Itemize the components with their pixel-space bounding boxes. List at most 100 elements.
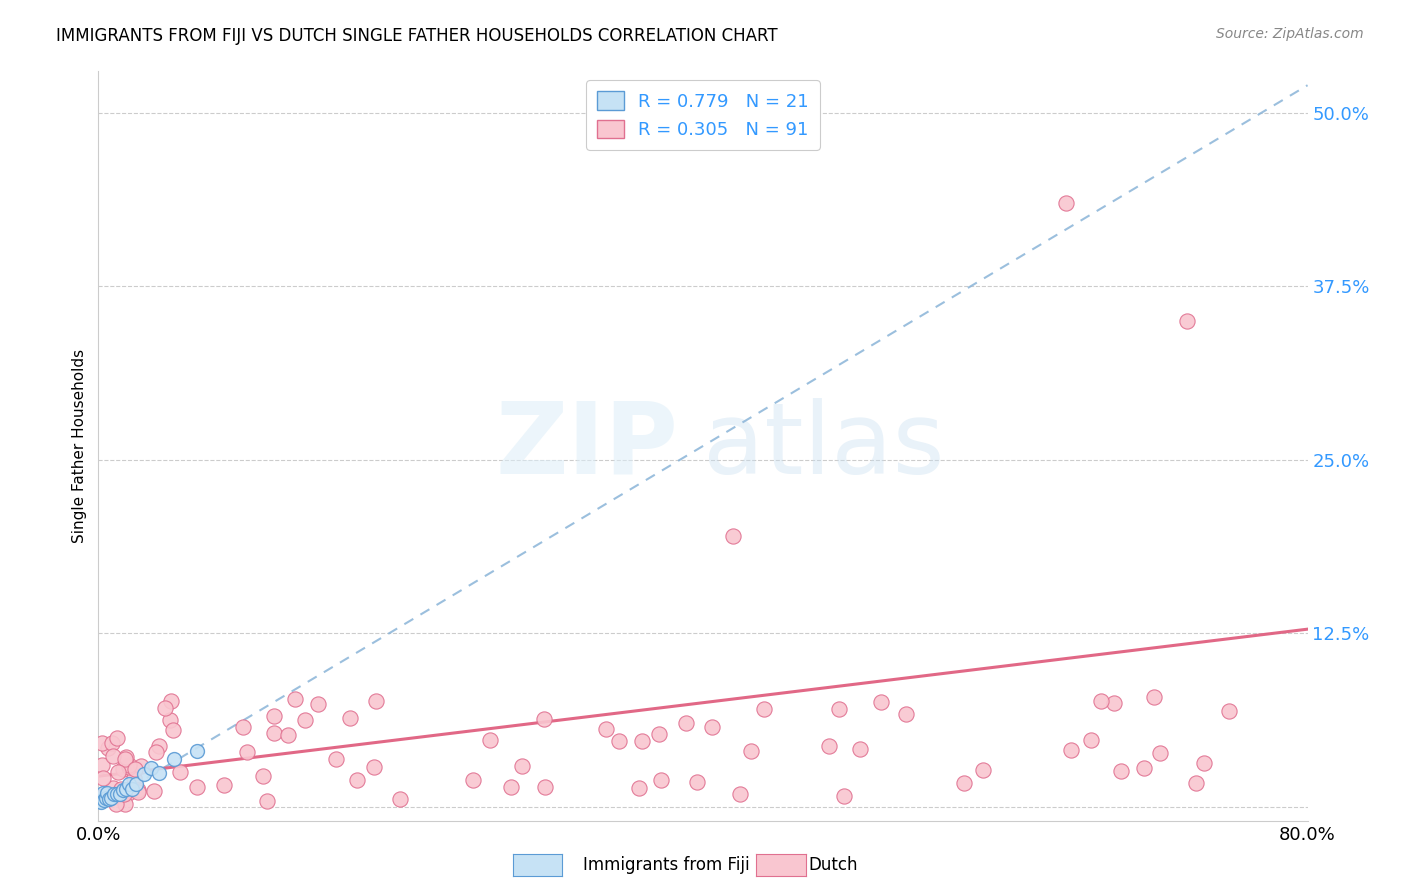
Point (107, 764, 129, 779)
Point (325, 752, 347, 766)
Point (91, 736, 114, 750)
Point (832, 789, 855, 804)
Point (145, 745, 167, 759)
Point (91, 771, 114, 785)
Point (98, 792, 121, 806)
Point (163, 752, 186, 766)
Point (159, 713, 181, 727)
Point (148, 739, 170, 753)
Point (141, 761, 163, 775)
Point (94, 791, 117, 805)
Point (828, 702, 851, 716)
Point (363, 760, 385, 774)
Point (1060, 743, 1083, 757)
Point (533, 712, 555, 726)
Point (607, 734, 630, 748)
Point (127, 782, 149, 797)
Point (114, 781, 136, 796)
Point (104, 797, 127, 812)
Point (277, 728, 299, 742)
Point (127, 785, 149, 799)
Point (111, 782, 134, 797)
Point (533, 780, 555, 795)
Point (256, 794, 278, 808)
Point (117, 758, 139, 772)
Point (117, 786, 139, 800)
Point (627, 781, 650, 796)
Point (93, 793, 115, 807)
Text: Immigrants from Fiji: Immigrants from Fiji (583, 856, 751, 874)
Point (1175, 314, 1198, 328)
Point (124, 762, 146, 776)
Point (155, 701, 177, 715)
Legend: R = 0.779   N = 21, R = 0.305   N = 91: R = 0.779 N = 21, R = 0.305 N = 91 (586, 80, 820, 150)
Point (648, 727, 671, 741)
Point (110, 782, 132, 797)
Point (1080, 732, 1102, 747)
Point (894, 707, 917, 722)
Point (1090, 693, 1112, 707)
Point (121, 781, 143, 796)
Point (97, 741, 120, 756)
Point (263, 709, 285, 723)
Point (818, 739, 841, 754)
Point (186, 780, 208, 795)
Point (108, 787, 131, 801)
Point (124, 771, 146, 785)
Point (103, 787, 125, 801)
Point (125, 777, 148, 791)
Point (90, 795, 112, 809)
Point (1143, 690, 1166, 705)
Point (142, 784, 165, 798)
Point (1133, 761, 1156, 775)
Point (101, 749, 124, 764)
Point (740, 744, 762, 758)
Point (283, 692, 305, 706)
Point (650, 772, 672, 787)
Point (131, 758, 153, 772)
Point (232, 720, 254, 734)
Point (105, 731, 128, 746)
Text: atlas: atlas (703, 398, 945, 494)
Point (162, 723, 184, 737)
Text: Source: ZipAtlas.com: Source: ZipAtlas.com (1216, 27, 1364, 41)
Text: IMMIGRANTS FROM FIJI VS DUTCH SINGLE FATHER HOUSEHOLDS CORRELATION CHART: IMMIGRANTS FROM FIJI VS DUTCH SINGLE FAT… (56, 27, 778, 45)
Y-axis label: Single Father Households: Single Father Households (72, 349, 87, 543)
Point (1054, 196, 1077, 211)
Point (169, 764, 191, 779)
Point (1192, 756, 1215, 770)
Point (105, 787, 128, 801)
Point (96, 786, 118, 800)
Point (700, 720, 723, 734)
Point (364, 694, 387, 708)
Point (675, 716, 697, 731)
Point (1109, 764, 1132, 778)
Point (501, 780, 523, 794)
Point (686, 775, 709, 789)
Point (870, 695, 893, 709)
Point (339, 711, 361, 725)
Text: ZIP: ZIP (496, 398, 679, 494)
Point (236, 746, 259, 760)
Point (1185, 775, 1208, 789)
Point (752, 702, 775, 716)
Point (723, 529, 745, 543)
Point (114, 797, 136, 812)
Point (849, 742, 872, 756)
Point (479, 732, 502, 747)
Point (630, 734, 652, 748)
Point (461, 772, 484, 787)
Point (972, 763, 994, 777)
Point (252, 769, 274, 783)
Point (101, 736, 124, 750)
Point (112, 762, 135, 776)
Point (112, 787, 135, 801)
Point (118, 777, 141, 791)
Point (214, 778, 236, 792)
Point (90, 758, 112, 772)
Point (91, 789, 114, 803)
Point (346, 772, 368, 787)
Point (510, 759, 533, 773)
Text: Dutch: Dutch (808, 856, 858, 874)
Point (114, 752, 136, 766)
